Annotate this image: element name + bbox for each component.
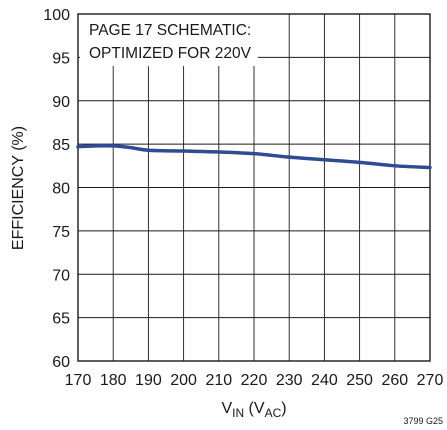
y-axis-label: EFFICIENCY (%) [10,126,27,250]
x-axis-label: VIN (VAC) [221,400,286,420]
x-tick-label: 220 [241,372,268,389]
annotation-line-1: PAGE 17 SCHEMATIC: [89,22,251,39]
x-tick-label: 200 [170,372,197,389]
y-tick-label: 75 [52,224,70,241]
y-tick-label: 60 [52,354,70,371]
y-tick-label: 100 [43,7,70,24]
annotation-line-2: OPTIMIZED FOR 220V [89,45,252,62]
x-tick-label: 240 [311,372,338,389]
y-tick-label: 95 [52,50,70,67]
x-tick-label: 270 [417,372,444,389]
y-tick-label: 85 [52,137,70,154]
y-tick-label: 65 [52,311,70,328]
x-tick-label: 190 [135,372,162,389]
x-tick-label: 260 [381,372,408,389]
efficiency-series-line [76,143,432,170]
annotation-background [80,14,258,66]
x-tick-label: 210 [205,372,232,389]
x-tick-label: 250 [346,372,373,389]
x-tick-label: 230 [276,372,303,389]
y-tick-label: 70 [52,267,70,284]
y-tick-label: 90 [52,94,70,111]
y-tick-labels: 60 65 70 75 80 85 90 95 100 [43,7,70,371]
y-tick-label: 80 [52,181,70,198]
x-tick-labels: 170 180 190 200 210 220 230 240 250 260 270 [65,372,444,389]
plot-frame [77,13,431,362]
figure-code: 3799 G25 [403,416,443,426]
x-tick-label: 170 [65,372,92,389]
grid [78,14,430,361]
x-tick-label: 180 [100,372,127,389]
